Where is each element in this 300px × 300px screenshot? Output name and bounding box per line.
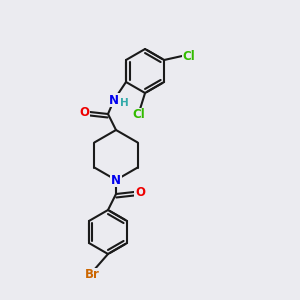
Text: O: O (79, 106, 89, 118)
Text: Br: Br (85, 268, 99, 281)
Text: Cl: Cl (183, 50, 196, 62)
Text: O: O (135, 185, 145, 199)
Text: Cl: Cl (133, 109, 146, 122)
Text: N: N (109, 94, 119, 106)
Text: N: N (111, 173, 121, 187)
Text: H: H (120, 98, 128, 108)
